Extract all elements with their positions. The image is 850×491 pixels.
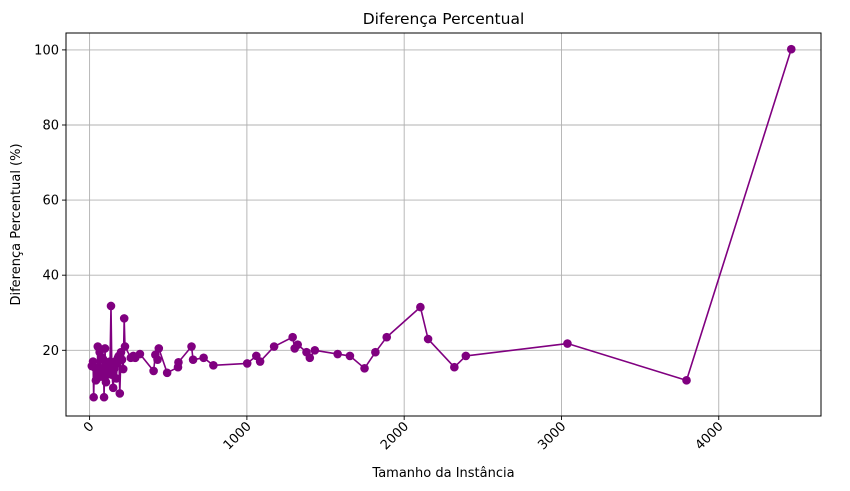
x-axis-ticks: 0 1000 2000 3000 4000 [81, 416, 727, 453]
data-point [461, 351, 471, 361]
data-point [786, 44, 796, 54]
series-polyline [91, 48, 793, 399]
data-point [108, 383, 118, 393]
data-point [255, 357, 265, 366]
data-point [310, 345, 320, 355]
data-point [135, 349, 145, 359]
data-point [209, 361, 218, 370]
data-point [563, 339, 572, 348]
data-point [101, 377, 111, 387]
data-point [371, 347, 380, 357]
plot-frame [65, 32, 822, 417]
data-point [117, 355, 127, 364]
data-point [423, 334, 433, 344]
data-point [333, 349, 342, 359]
data-point [416, 302, 425, 312]
y-tick-label: 60 [42, 194, 59, 209]
y-axis-label: Diferença Percentual (%) [9, 143, 24, 305]
series-line [91, 48, 793, 399]
data-point [293, 340, 302, 349]
data-point [153, 355, 162, 364]
data-point [188, 355, 198, 364]
data-point [99, 392, 109, 402]
data-point [115, 389, 125, 398]
data-point [450, 362, 459, 372]
data-point [118, 364, 128, 374]
y-tick-label: 20 [42, 344, 59, 359]
data-point [187, 342, 196, 351]
data-point [360, 364, 369, 373]
data-point [682, 376, 691, 385]
data-point [269, 342, 279, 351]
data-point [305, 353, 315, 363]
data-point [120, 342, 130, 351]
chart-title: Diferença Percentual [363, 10, 525, 28]
data-point [112, 374, 121, 383]
y-axis-ticks: 20 40 60 80 100 [34, 43, 66, 359]
y-tick-label: 80 [42, 118, 59, 133]
data-point [89, 392, 98, 402]
x-tick-label: 1000 [221, 419, 255, 453]
x-tick-label: 4000 [693, 419, 727, 453]
data-point [288, 332, 297, 342]
data-point [162, 368, 172, 378]
data-point [174, 358, 183, 367]
data-point [199, 353, 208, 363]
data-points [87, 44, 796, 402]
x-tick-label: 2000 [378, 419, 412, 453]
data-point [242, 359, 252, 368]
data-point [345, 351, 355, 361]
data-point [149, 366, 158, 376]
x-tick-label: 3000 [535, 419, 569, 453]
data-point [154, 344, 164, 353]
y-tick-label: 40 [42, 269, 59, 284]
data-point [382, 332, 392, 342]
data-point [119, 314, 129, 323]
x-axis-label: Tamanho da Instância [371, 466, 514, 481]
y-tick-label: 100 [34, 43, 59, 58]
data-point [100, 344, 110, 353]
x-tick-label: 0 [81, 419, 97, 435]
data-point [106, 301, 116, 311]
